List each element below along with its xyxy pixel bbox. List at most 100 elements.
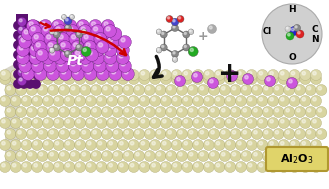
Circle shape [179,153,182,156]
Circle shape [98,71,102,75]
Circle shape [136,108,139,112]
Circle shape [275,130,279,134]
Circle shape [42,74,53,84]
Circle shape [107,54,111,58]
Circle shape [37,106,48,118]
Circle shape [32,74,43,84]
Circle shape [254,153,257,156]
Circle shape [2,163,5,167]
Circle shape [70,15,72,17]
Circle shape [194,74,197,77]
Circle shape [59,62,63,66]
Circle shape [96,161,107,173]
Circle shape [190,30,191,32]
Circle shape [50,130,53,134]
Circle shape [130,71,134,75]
Circle shape [246,74,257,84]
Circle shape [203,118,214,129]
Circle shape [64,161,75,173]
Circle shape [26,84,37,95]
Circle shape [168,87,171,90]
Circle shape [305,150,316,161]
Circle shape [13,71,16,75]
Circle shape [109,28,122,40]
Circle shape [166,150,177,161]
Circle shape [168,108,171,112]
Circle shape [68,27,73,31]
Circle shape [305,129,316,139]
Circle shape [109,62,113,66]
Circle shape [107,139,118,150]
Circle shape [77,45,79,47]
Circle shape [66,119,69,123]
Circle shape [120,142,123,145]
Circle shape [69,15,74,19]
Circle shape [190,153,193,156]
Circle shape [10,118,21,129]
Circle shape [297,108,300,112]
Circle shape [13,21,23,30]
Circle shape [104,43,117,57]
Circle shape [16,43,30,57]
Circle shape [96,38,100,42]
Circle shape [238,142,241,145]
Circle shape [257,95,268,106]
Circle shape [156,47,162,53]
Circle shape [242,74,254,84]
Circle shape [25,40,35,50]
Circle shape [93,153,96,156]
Circle shape [68,36,81,49]
Circle shape [50,30,52,32]
Circle shape [248,71,252,75]
Circle shape [265,153,268,156]
Circle shape [152,71,155,75]
Circle shape [61,153,64,156]
Circle shape [160,31,167,38]
Circle shape [42,139,53,150]
Circle shape [254,130,257,134]
Circle shape [66,52,68,54]
Circle shape [128,70,139,81]
Circle shape [39,153,43,156]
Circle shape [82,46,86,50]
Circle shape [64,17,72,25]
Circle shape [160,44,167,51]
Circle shape [270,119,273,123]
Circle shape [45,71,48,75]
Circle shape [136,87,139,90]
Circle shape [76,31,83,38]
Circle shape [21,28,35,40]
Circle shape [184,45,187,47]
Circle shape [160,139,171,150]
Circle shape [241,84,252,95]
Circle shape [34,40,46,53]
Circle shape [289,74,300,84]
Circle shape [80,129,91,139]
Circle shape [107,118,118,129]
Circle shape [19,19,22,22]
Circle shape [91,51,104,64]
Circle shape [21,70,32,81]
Circle shape [236,95,246,106]
Circle shape [69,46,73,50]
Circle shape [107,161,118,173]
Circle shape [166,15,173,22]
Circle shape [96,74,107,84]
Circle shape [190,87,193,90]
Circle shape [88,142,91,145]
Circle shape [246,139,257,150]
Circle shape [273,150,284,161]
Circle shape [300,118,311,129]
Circle shape [307,87,311,90]
Circle shape [0,118,11,129]
Circle shape [262,150,273,161]
Circle shape [221,87,225,90]
Circle shape [49,43,53,47]
Circle shape [227,119,230,123]
Circle shape [44,46,48,50]
Circle shape [88,71,91,75]
Circle shape [130,119,134,123]
Circle shape [187,106,198,118]
Circle shape [203,161,214,173]
Circle shape [291,71,295,75]
